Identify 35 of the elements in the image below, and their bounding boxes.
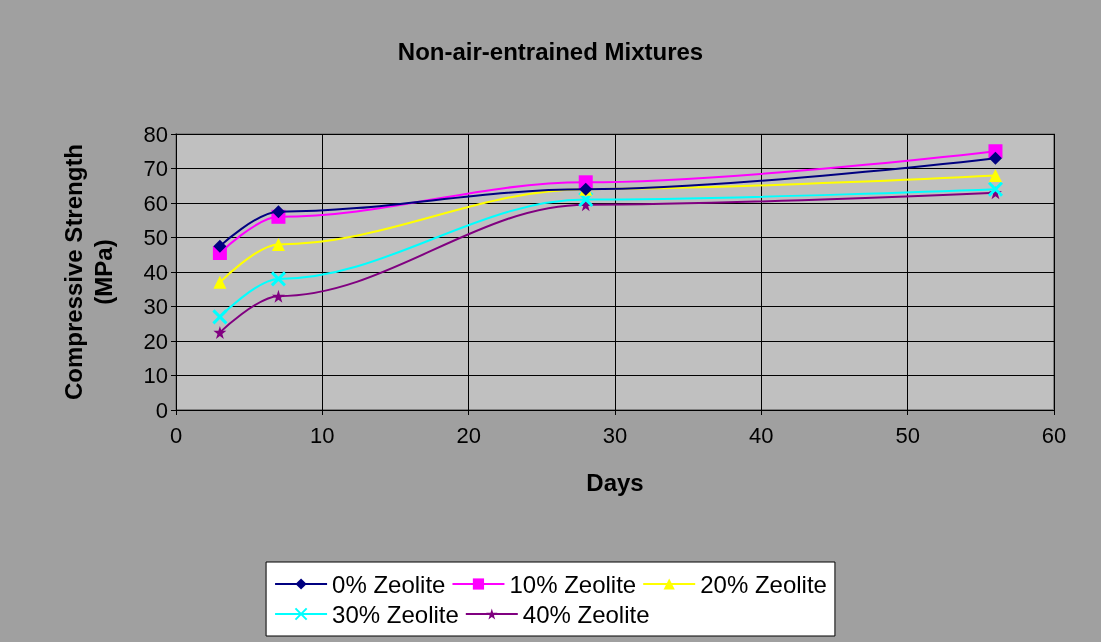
x-tick-label: 20 [456, 422, 481, 448]
point [271, 205, 285, 219]
x-axis-title: Days [586, 468, 644, 496]
legend-label: 30% Zeolite [332, 600, 459, 628]
point [988, 168, 1002, 182]
y-tick-label: 30 [143, 294, 168, 319]
point [213, 239, 227, 253]
x-tick-label: 40 [749, 422, 774, 448]
point [987, 181, 1004, 198]
legend-label: 0% Zeolite [332, 570, 446, 598]
y-tick-label: 0 [155, 397, 168, 423]
point [271, 237, 285, 251]
y-tick-label: 10 [143, 363, 168, 388]
point [270, 270, 287, 287]
y-tick-label: 20 [143, 328, 168, 354]
point [988, 151, 1002, 165]
x-tick-label: 30 [602, 422, 628, 448]
y-tick-label: 40 [143, 259, 168, 285]
point [577, 191, 594, 208]
y-tick-label: 60 [143, 190, 168, 216]
point [213, 275, 227, 289]
legend-label: 20% Zeolite [700, 570, 827, 598]
x-tick-label: 10 [310, 422, 335, 448]
y-axis-title: Compressive Strength (MPa) [59, 143, 117, 401]
x-tick-label: 50 [895, 422, 920, 448]
point [213, 325, 227, 339]
legend-label: 10% Zeolite [509, 570, 637, 598]
point [271, 289, 285, 303]
y-tick-label: 50 [143, 225, 168, 250]
chart-title: Non-air-entrained Mixtures [397, 37, 704, 65]
y-tick-label: 80 [143, 121, 168, 147]
point [211, 308, 228, 325]
y-tick-label: 70 [143, 156, 168, 181]
legend-label: 40% Zeolite [522, 600, 650, 628]
x-tick-label: 60 [1041, 422, 1067, 448]
